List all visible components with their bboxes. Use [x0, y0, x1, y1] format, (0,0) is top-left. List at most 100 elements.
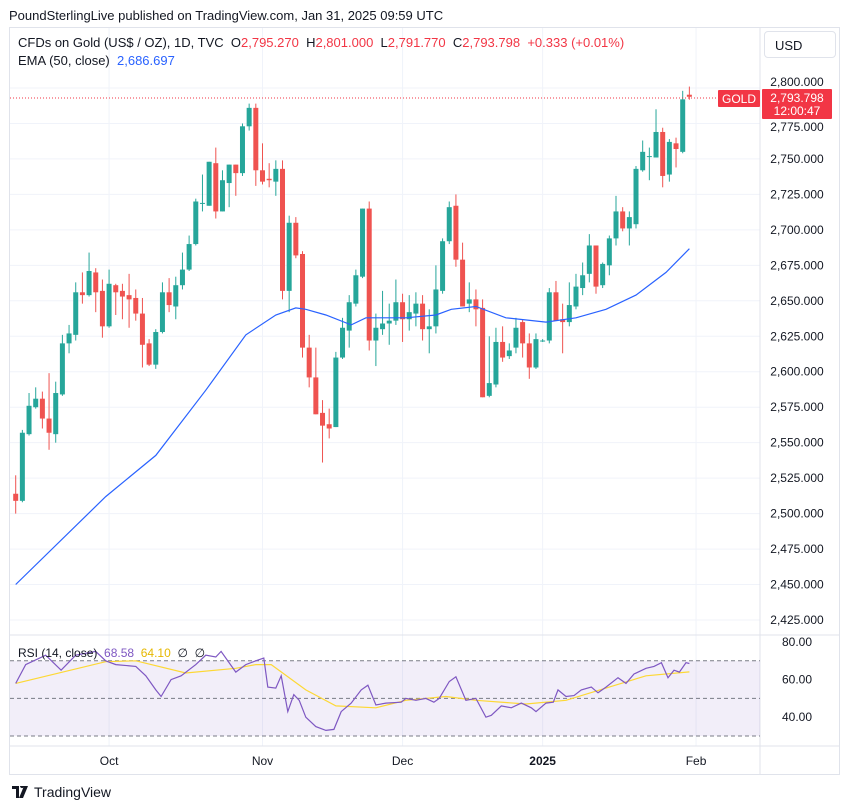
- candle-body: [59, 343, 65, 395]
- publisher-line: PoundSterlingLive published on TradingVi…: [9, 8, 444, 23]
- price-tick-label: 2,425.000: [770, 613, 824, 627]
- candle: [300, 251, 306, 358]
- candle: [460, 242, 466, 307]
- candle: [653, 109, 659, 158]
- rsi-legend[interactable]: RSI (14, close) 68.58 64.10 ∅ ∅: [18, 646, 205, 660]
- candle-body: [340, 327, 346, 358]
- rsi-line: [15, 650, 690, 732]
- candle: [620, 207, 626, 232]
- candle-body: [446, 207, 452, 242]
- candle-body: [139, 313, 145, 345]
- candle-body: [93, 272, 99, 293]
- candle: [119, 283, 125, 320]
- price-tick-label: 2,550.000: [770, 436, 824, 450]
- candle-body: [460, 259, 466, 307]
- candle-body: [346, 302, 352, 331]
- candle: [560, 303, 566, 354]
- time-tick-label: Oct: [100, 754, 119, 768]
- candle-body: [466, 299, 472, 304]
- candle-body: [520, 322, 526, 344]
- candle-body: [239, 126, 245, 174]
- candle-body: [613, 211, 619, 239]
- candle: [153, 329, 159, 369]
- candle: [380, 290, 386, 335]
- candle: [566, 282, 572, 327]
- candle: [433, 265, 439, 334]
- candle: [420, 295, 426, 341]
- candle-body: [433, 289, 439, 327]
- candle: [353, 269, 359, 307]
- candle: [306, 334, 312, 388]
- candle-body: [306, 347, 312, 378]
- candle: [513, 317, 519, 354]
- candle-body: [406, 312, 412, 320]
- last-price-countdown: 12:00:47: [774, 104, 821, 118]
- candle-body: [673, 143, 679, 150]
- candle: [520, 319, 526, 358]
- candle-body: [526, 343, 532, 368]
- candle-body: [46, 418, 52, 433]
- candle-body: [473, 299, 479, 310]
- candle-body: [226, 164, 232, 184]
- price-tick-label: 2,750.000: [770, 152, 824, 166]
- candle-body: [166, 292, 172, 306]
- candle: [373, 313, 379, 367]
- ticker-label-box: [718, 90, 760, 107]
- ema-legend[interactable]: EMA (50, close) 2,686.697: [18, 53, 175, 68]
- candle-body: [480, 307, 486, 398]
- symbol-title[interactable]: CFDs on Gold (US$ / OZ), 1D, TVC: [18, 35, 224, 50]
- candle-body: [39, 398, 45, 419]
- price-tick-label: 2,525.000: [770, 471, 824, 485]
- candle-body: [360, 208, 366, 277]
- candle-body: [273, 168, 279, 182]
- candle-body: [440, 241, 446, 291]
- candle-body: [79, 292, 85, 296]
- candle: [206, 161, 212, 206]
- candle-body: [626, 217, 632, 229]
- candle: [546, 288, 552, 344]
- candle-body: [199, 202, 205, 204]
- candle-body: [66, 333, 72, 344]
- candle-body: [206, 161, 212, 206]
- candle: [280, 160, 285, 300]
- candle-body: [546, 292, 552, 341]
- price-tick-label: 2,600.000: [770, 365, 824, 379]
- candle-body: [560, 319, 566, 323]
- candle: [226, 164, 232, 208]
- candle: [526, 333, 532, 379]
- candle-body: [213, 163, 219, 212]
- close-label: C: [452, 35, 463, 50]
- candle: [86, 252, 92, 297]
- candle-body: [593, 245, 599, 287]
- open-label: O: [230, 35, 241, 50]
- symbol-legend: CFDs on Gold (US$ / OZ), 1D, TVC O2,795.…: [18, 35, 624, 50]
- candle: [66, 324, 72, 354]
- candle-body: [33, 398, 39, 408]
- low-value: 2,791.770: [387, 35, 446, 50]
- candle-body: [119, 290, 125, 297]
- candle-body: [660, 131, 666, 176]
- candle-body: [320, 412, 326, 426]
- candle: [486, 336, 492, 398]
- candle: [79, 272, 85, 304]
- candle: [193, 198, 199, 246]
- currency-button[interactable]: USD: [764, 31, 836, 58]
- price-tick-label: 2,500.000: [770, 507, 824, 521]
- candle-body: [540, 340, 546, 342]
- candle: [246, 103, 252, 131]
- candle-body: [53, 393, 59, 435]
- price-tick-label: 2,675.000: [770, 258, 824, 272]
- candle: [33, 387, 39, 409]
- candle: [493, 327, 499, 388]
- candle: [219, 170, 225, 212]
- candle: [480, 299, 486, 398]
- candle: [366, 201, 372, 351]
- candle: [26, 393, 32, 436]
- candle-body: [159, 292, 165, 333]
- candle: [59, 334, 65, 396]
- candle: [553, 280, 559, 321]
- candle: [146, 339, 152, 367]
- candle-body: [566, 305, 572, 323]
- candles: [13, 86, 692, 514]
